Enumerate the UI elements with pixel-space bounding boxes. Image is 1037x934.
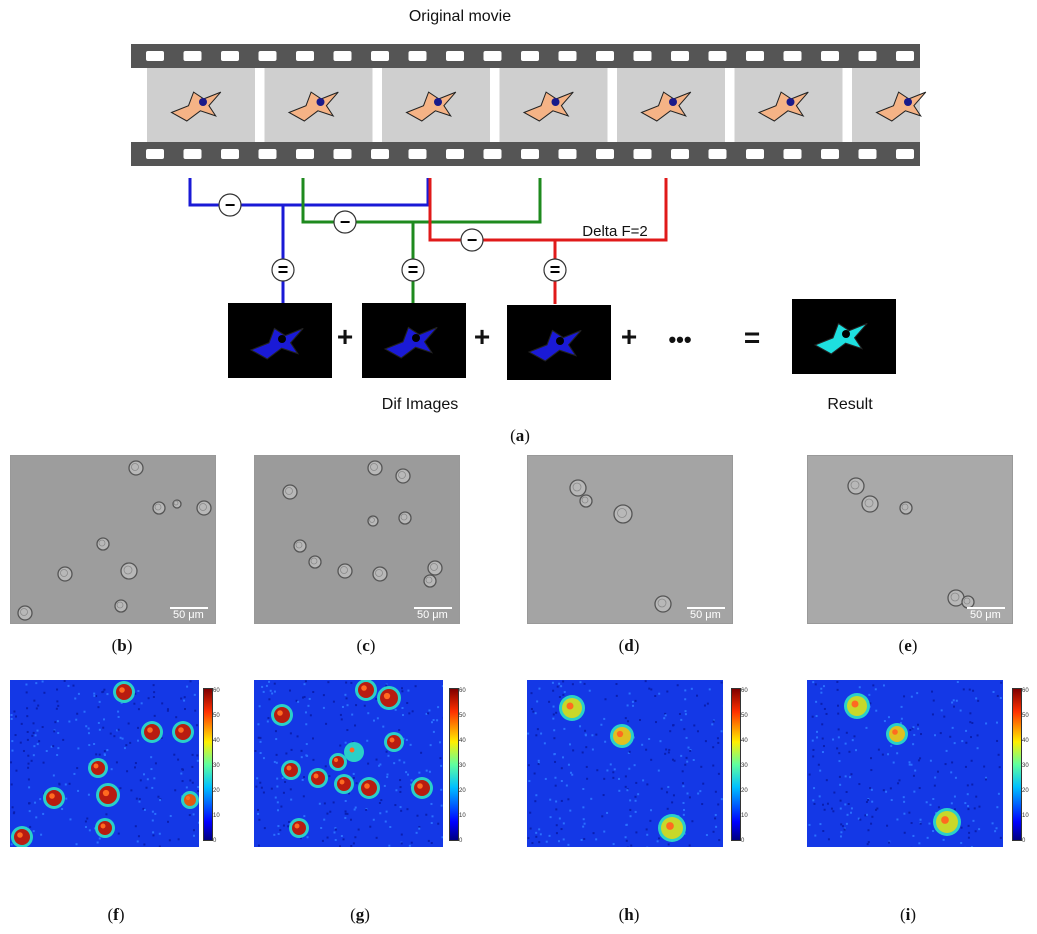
delta-label: Delta F=2 — [582, 223, 648, 240]
film-frames — [147, 68, 927, 142]
scale-text-c: 50 μm — [417, 609, 448, 621]
colorbar-tick: 20 — [741, 788, 748, 794]
colorbar-tick: 40 — [213, 738, 220, 744]
dif-images-label: Dif Images — [381, 396, 459, 413]
colorbar-tick: 40 — [459, 738, 466, 744]
plus-3: + — [620, 321, 638, 352]
result-label: Result — [827, 396, 873, 413]
sprocket-holes-bottom — [146, 149, 914, 159]
colorbar-tick: 50 — [213, 713, 220, 719]
colorbar-tick: 20 — [213, 788, 220, 794]
panel-label-i: (i) — [899, 905, 917, 924]
scale-text-b: 50 μm — [173, 609, 204, 621]
panel-label-b: (b) — [111, 636, 133, 655]
micrograph-c — [254, 455, 460, 624]
colorbar-tick: 60 — [459, 688, 466, 694]
colorbar-tick: 20 — [1022, 788, 1029, 794]
scale-bar-b — [170, 607, 208, 609]
colorbar-tick: 30 — [459, 763, 466, 769]
movie-title: Original movie — [408, 8, 512, 25]
colorbar-i — [1012, 688, 1022, 841]
colorbar-tick: 20 — [459, 788, 466, 794]
operator-circles: − − − = = = — [218, 193, 567, 282]
scale-text-e: 50 μm — [970, 609, 1001, 621]
heatmap-g — [254, 680, 443, 847]
micrograph-e — [807, 455, 1013, 624]
colorbar-tick: 50 — [459, 713, 466, 719]
panel-label-d: (d) — [618, 636, 640, 655]
colorbar-tick: 30 — [213, 763, 220, 769]
operator-symbol: − — [225, 195, 236, 215]
operator-symbol: − — [467, 230, 478, 250]
micrograph-b — [10, 455, 216, 624]
operator-symbol: = — [408, 260, 419, 280]
panel-label-e: (e) — [898, 636, 918, 655]
operator-symbol: = — [278, 260, 289, 280]
colorbar-h — [731, 688, 741, 841]
scale-text-d: 50 μm — [690, 609, 721, 621]
operator-symbol: − — [340, 212, 351, 232]
heatmap-h — [527, 680, 723, 847]
blue-connector — [188, 178, 430, 304]
plus-2: + — [473, 321, 491, 352]
micrograph-d — [527, 455, 733, 624]
heatmap-i — [807, 680, 1003, 847]
panel-label-g: (g) — [350, 905, 370, 924]
colorbar-tick: 30 — [741, 763, 748, 769]
colorbar-tick: 60 — [1022, 688, 1029, 694]
scale-bar-e — [967, 607, 1005, 609]
ellipsis: ••• — [668, 327, 692, 352]
colorbar-tick: 0 — [741, 838, 745, 844]
colorbar-tick: 50 — [1022, 713, 1029, 719]
panel-label-h: (h) — [618, 905, 640, 924]
scale-bar-c — [414, 607, 452, 609]
panel-label-f: (f) — [107, 905, 125, 924]
colorbar-tick: 10 — [741, 813, 748, 819]
colorbar-tick: 60 — [213, 688, 220, 694]
operator-symbol: = — [550, 260, 561, 280]
colorbar-tick: 0 — [459, 838, 463, 844]
scale-bar-d — [687, 607, 725, 609]
colorbar-tick: 40 — [741, 738, 748, 744]
colorbar-tick: 40 — [1022, 738, 1029, 744]
heatmap-f — [10, 680, 199, 847]
colorbar-tick: 50 — [741, 713, 748, 719]
colorbar-tick: 30 — [1022, 763, 1029, 769]
colorbar-g — [449, 688, 459, 841]
panel-label-c: (c) — [356, 636, 376, 655]
colorbar-tick: 10 — [213, 813, 220, 819]
colorbar-f — [203, 688, 213, 841]
colorbar-tick: 10 — [1022, 813, 1029, 819]
colorbar-tick: 0 — [1022, 838, 1026, 844]
colorbar-tick: 10 — [459, 813, 466, 819]
colorbar-tick: 60 — [741, 688, 748, 694]
sprocket-holes-top — [146, 51, 914, 61]
panel-label-a: (a) — [510, 426, 530, 445]
subtraction-diagram: − − − = = = — [131, 44, 927, 380]
plus-1: + — [336, 321, 354, 352]
result-equals: = — [743, 322, 761, 353]
colorbar-tick: 0 — [213, 838, 217, 844]
